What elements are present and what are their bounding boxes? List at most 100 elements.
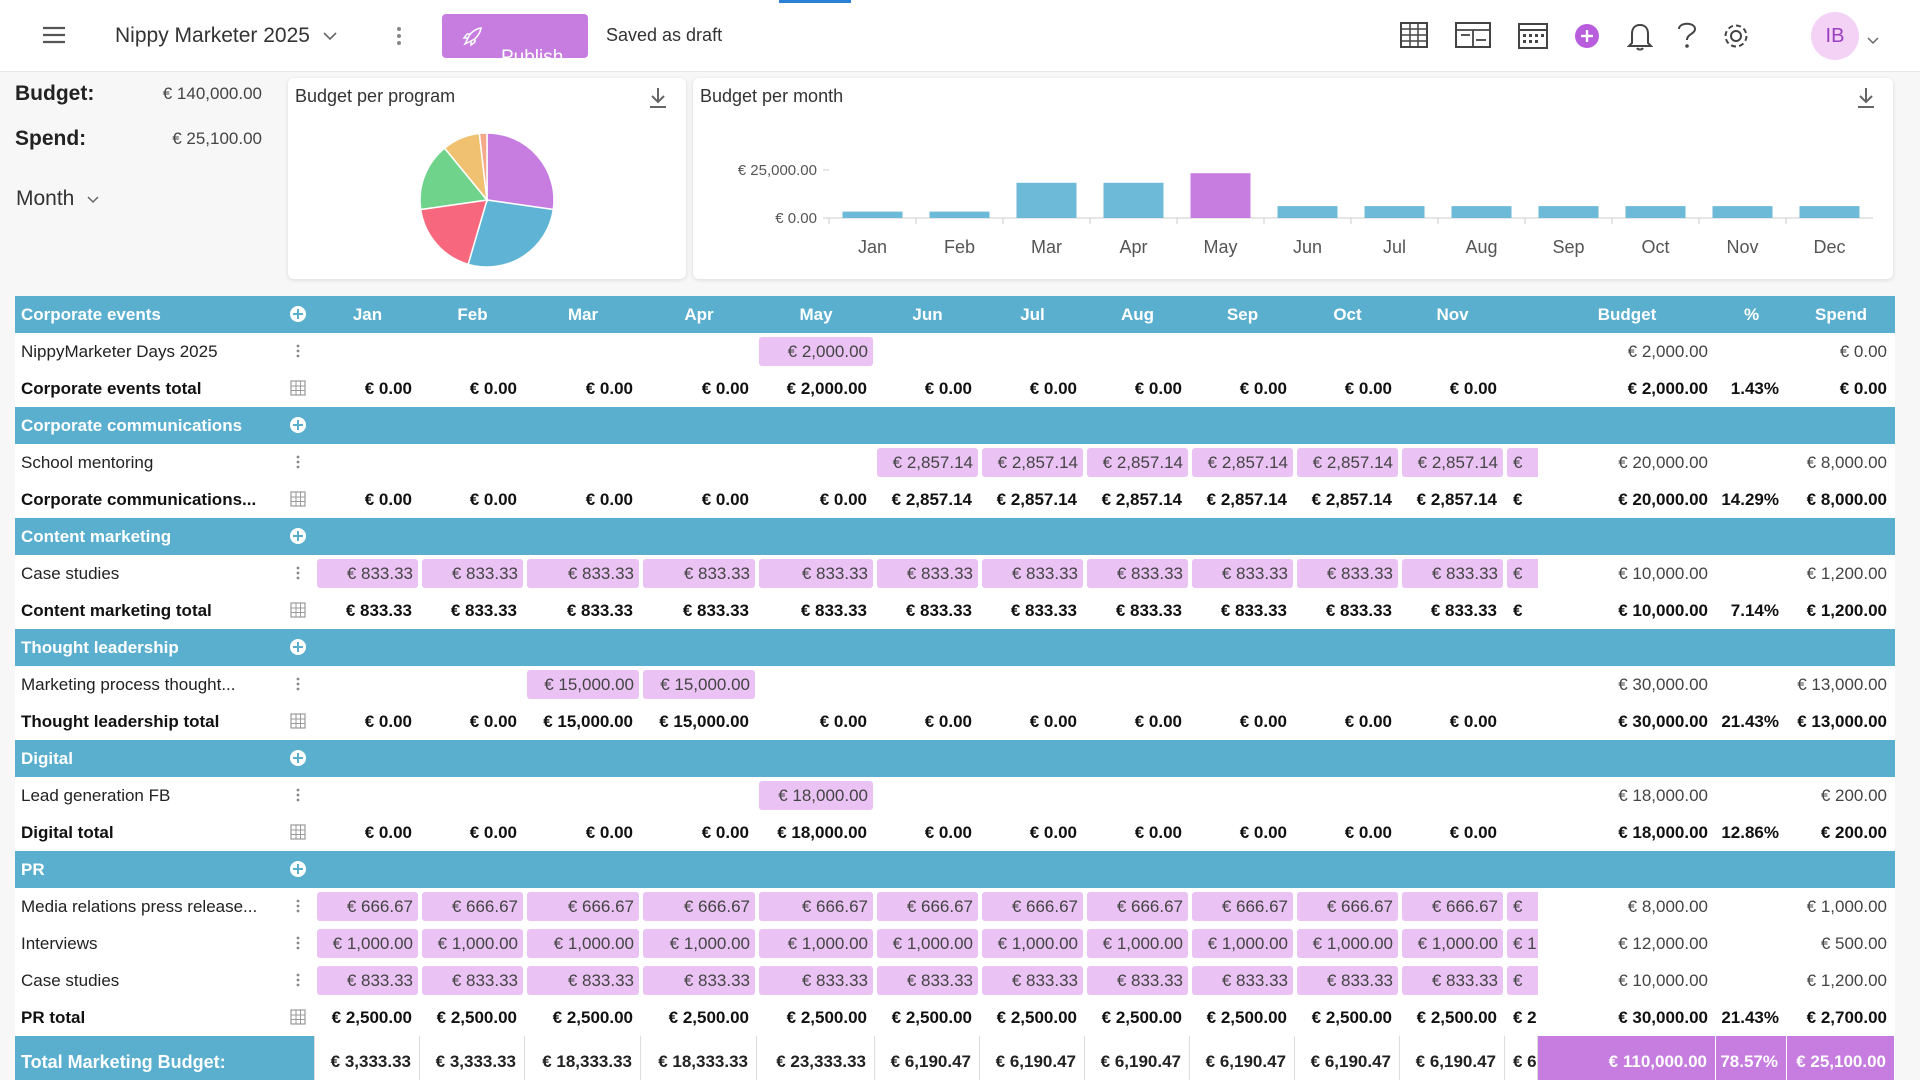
header-cell: [1295, 740, 1400, 777]
publish-button[interactable]: Publish: [442, 14, 588, 68]
row-breakdown[interactable]: [289, 601, 307, 619]
row-label-text: Marketing process thought...: [21, 675, 236, 694]
add-row-button[interactable]: [289, 527, 307, 545]
cell: € 15,000.00: [641, 703, 757, 740]
cell: € 2,857.14: [1400, 444, 1505, 481]
cell: [1505, 370, 1538, 407]
add-row-button[interactable]: [289, 416, 307, 434]
amount-cell: € 1,000.00: [877, 929, 978, 958]
cell: € 0.00: [1190, 814, 1295, 851]
more-button[interactable]: [395, 25, 403, 47]
add-row-button[interactable]: [289, 860, 307, 878]
header-cell: [757, 629, 875, 666]
menu-button[interactable]: [42, 25, 66, 45]
cell: € 6,190.47: [1085, 1036, 1190, 1080]
row-menu[interactable]: [289, 934, 307, 952]
cell: € 2,700.00: [1787, 999, 1895, 1036]
bar: [1451, 206, 1512, 218]
cell: € 0.00: [980, 814, 1085, 851]
header-cell: [641, 740, 757, 777]
amount-cell: € 1,000.00: [982, 929, 1083, 958]
header-cell: [1190, 407, 1295, 444]
amount-cell: € 666.67: [1297, 892, 1398, 921]
project-chevron[interactable]: [323, 31, 337, 41]
header-cell: [1190, 518, 1295, 555]
pie-slice: [478, 132, 488, 201]
table-view-icon[interactable]: [1400, 22, 1428, 48]
row-breakdown[interactable]: [289, 490, 307, 508]
bar: [1799, 206, 1860, 218]
cell-value: € 2,500.00: [996, 1008, 1077, 1027]
row-menu[interactable]: [289, 342, 307, 360]
cell: € 0.00: [980, 703, 1085, 740]
cell-value: € 2,500.00: [1311, 1008, 1392, 1027]
amount-cell: € 833.33: [527, 966, 639, 995]
period-select[interactable]: Month: [16, 187, 75, 210]
cell-value: € 1,200.00: [1806, 601, 1887, 620]
amount-cell: € 666.67: [982, 892, 1083, 921]
download-button[interactable]: [1856, 86, 1876, 110]
cell: € 833.33: [1085, 555, 1190, 592]
row-menu[interactable]: [289, 675, 307, 693]
row-label-text: Corporate communications...: [21, 490, 257, 509]
cell: [1085, 666, 1190, 703]
row-menu[interactable]: [289, 453, 307, 471]
download-button[interactable]: [648, 86, 668, 110]
row-breakdown[interactable]: [289, 1008, 307, 1026]
notifications-icon[interactable]: [1627, 21, 1653, 51]
cell: € 18,000.00: [1538, 777, 1716, 814]
add-row-button[interactable]: [289, 305, 307, 323]
cell: € 0.00: [1400, 703, 1505, 740]
item-row: Marketing process thought... € 15,000.00 €…: [15, 666, 1895, 703]
cell-value: € 0.00: [469, 490, 517, 509]
cell: € 833.33: [980, 592, 1085, 629]
cell-value: € 0.00: [1344, 379, 1392, 398]
row-menu[interactable]: [289, 897, 307, 915]
row-breakdown[interactable]: [289, 712, 307, 730]
spend-value: € 25,100.00: [172, 129, 262, 148]
timeline-view-icon[interactable]: [1455, 22, 1491, 48]
calendar-icon[interactable]: [1518, 20, 1548, 49]
cell: € 0.00: [420, 703, 525, 740]
header-cell: [1085, 740, 1190, 777]
cell-value: € 0.00: [364, 823, 412, 842]
add-row-button[interactable]: [289, 749, 307, 767]
row-label: Media relations press release...: [15, 888, 315, 925]
row-menu[interactable]: [289, 786, 307, 804]
cell: [641, 777, 757, 814]
cell: 12.86%: [1716, 814, 1787, 851]
cell-value: € 833.33: [345, 601, 412, 620]
cell: € 2,857.14: [1295, 444, 1400, 481]
cell: € 25,100.00: [1787, 1036, 1895, 1080]
avatar[interactable]: IB: [1811, 12, 1859, 60]
add-button[interactable]: [1574, 23, 1600, 49]
budget-table: Corporate events Jan Feb Mar Apr May Jun Jul Aug…: [15, 296, 1895, 1080]
avatar-chevron[interactable]: [1867, 37, 1879, 45]
cell: [1716, 444, 1787, 481]
cell: € 833.33: [420, 962, 525, 999]
bar: [1277, 206, 1338, 218]
row-menu[interactable]: [289, 564, 307, 582]
cell-value: € 0.00: [1134, 379, 1182, 398]
settings-icon[interactable]: [1721, 21, 1751, 51]
cell-value: € 200.00: [1820, 786, 1887, 805]
cell-value: € 6,190.47: [1205, 1052, 1286, 1071]
cell: €: [1505, 888, 1538, 925]
add-row-button[interactable]: [289, 638, 307, 656]
period-chevron[interactable]: [87, 196, 99, 204]
cell-value: € 0.00: [819, 490, 867, 509]
project-name[interactable]: Nippy Marketer 2025: [115, 24, 310, 47]
cell-value: € 2,700.00: [1806, 1008, 1887, 1027]
bar: [1103, 182, 1164, 218]
row-breakdown[interactable]: [289, 379, 307, 397]
pie-chart: [419, 132, 555, 268]
row-menu[interactable]: [289, 971, 307, 989]
cell: € 833.33: [980, 555, 1085, 592]
cell: 7.14%: [1716, 592, 1787, 629]
cell-value: € 30,000.00: [1618, 675, 1708, 694]
group-row: Corporate events Jan Feb Mar Apr May Jun Jul Aug…: [15, 296, 1895, 333]
row-breakdown[interactable]: [289, 823, 307, 841]
help-icon[interactable]: [1676, 20, 1698, 50]
amount-cell: € 1,000.00: [1297, 929, 1398, 958]
cell-value: € 2,857.14: [1416, 490, 1497, 509]
